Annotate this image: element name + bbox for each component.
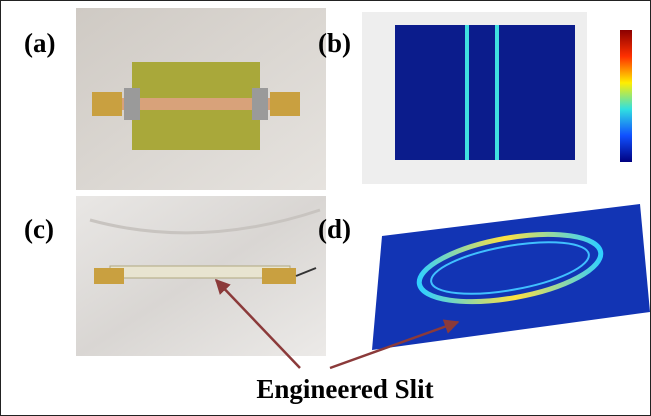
photo-a xyxy=(76,8,326,190)
panel-label: (b) xyxy=(318,28,351,58)
photo-c xyxy=(76,196,326,356)
panel-label: (d) xyxy=(318,214,351,244)
figure: (a) (b) (c) (d) Engineered Slit xyxy=(0,0,651,416)
panel-label: (c) xyxy=(24,214,54,244)
panel-label: (a) xyxy=(24,28,55,58)
annotation: Engineered Slit xyxy=(256,374,433,404)
